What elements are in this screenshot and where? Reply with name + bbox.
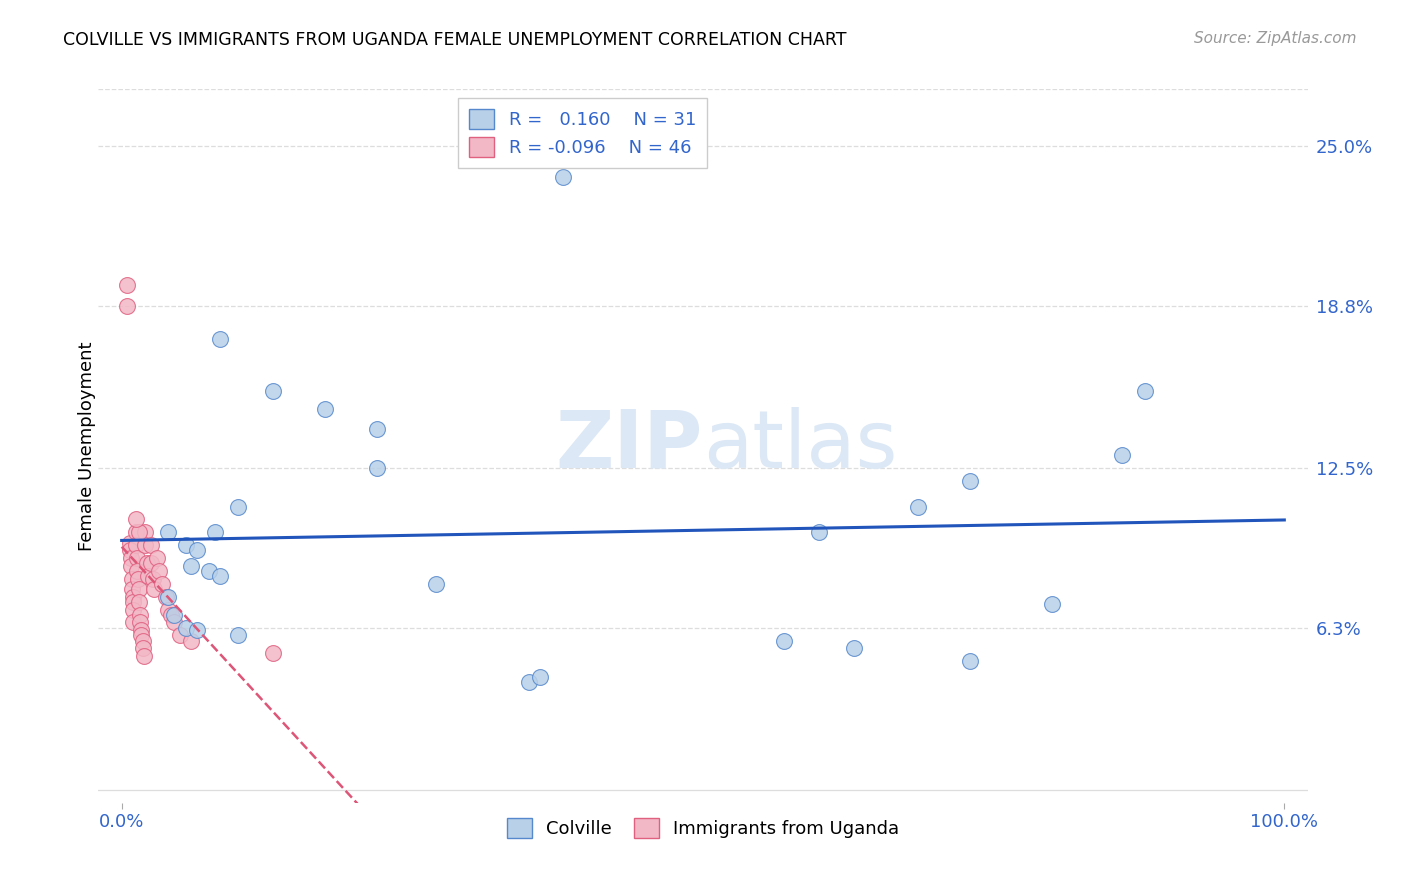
Point	[128, 582, 150, 596]
Point	[157, 525, 180, 540]
Point	[155, 590, 177, 604]
Point	[131, 633, 153, 648]
Point	[1040, 598, 1063, 612]
Point	[1133, 384, 1156, 398]
Point	[180, 633, 202, 648]
Point	[131, 628, 153, 642]
Point	[125, 551, 148, 566]
Point	[136, 556, 159, 570]
Point	[132, 648, 155, 663]
Point	[148, 564, 170, 578]
Point	[808, 525, 831, 540]
Point	[169, 628, 191, 642]
Point	[1111, 448, 1133, 462]
Text: COLVILLE VS IMMIGRANTS FROM UGANDA FEMALE UNEMPLOYMENT CORRELATION CHART: COLVILLE VS IMMIGRANTS FROM UGANDA FEMAL…	[63, 31, 846, 49]
Point	[209, 332, 232, 346]
Point	[138, 569, 160, 583]
Point	[959, 654, 981, 668]
Point	[117, 299, 139, 313]
Point	[163, 615, 186, 630]
Point	[124, 538, 146, 552]
Point	[529, 669, 551, 683]
Point	[150, 577, 173, 591]
Point	[186, 623, 208, 637]
Point	[117, 277, 139, 292]
Point	[145, 551, 167, 566]
Point	[262, 384, 284, 398]
Point	[186, 543, 208, 558]
Point	[118, 543, 141, 558]
Point	[157, 602, 180, 616]
Point	[139, 538, 162, 552]
Point	[139, 556, 162, 570]
Point	[553, 169, 575, 184]
Point	[122, 615, 145, 630]
Point	[131, 623, 153, 637]
Point	[124, 512, 146, 526]
Point	[129, 607, 152, 622]
Point	[125, 564, 148, 578]
Point	[157, 590, 180, 604]
Point	[163, 607, 186, 622]
Point	[134, 525, 156, 540]
Point	[517, 674, 540, 689]
Point	[118, 535, 141, 549]
Point	[226, 500, 249, 514]
Point	[209, 569, 232, 583]
Point	[128, 525, 150, 540]
Point	[844, 641, 866, 656]
Point	[142, 572, 165, 586]
Y-axis label: Female Unemployment: Female Unemployment	[79, 342, 96, 550]
Text: ZIP: ZIP	[555, 407, 703, 485]
Point	[314, 401, 336, 416]
Point	[907, 500, 929, 514]
Point	[128, 595, 150, 609]
Point	[226, 628, 249, 642]
Point	[122, 595, 145, 609]
Point	[262, 646, 284, 660]
Text: Source: ZipAtlas.com: Source: ZipAtlas.com	[1194, 31, 1357, 46]
Point	[131, 641, 153, 656]
Point	[425, 577, 447, 591]
Text: atlas: atlas	[703, 407, 897, 485]
Point	[180, 558, 202, 573]
Point	[143, 582, 166, 596]
Point	[122, 602, 145, 616]
Point	[174, 538, 197, 552]
Point	[366, 461, 388, 475]
Point	[204, 525, 226, 540]
Point	[198, 564, 221, 578]
Point	[127, 572, 149, 586]
Point	[773, 633, 796, 648]
Point	[134, 538, 156, 552]
Point	[121, 572, 143, 586]
Point	[121, 582, 143, 596]
Point	[366, 422, 388, 436]
Point	[120, 558, 142, 573]
Point	[129, 615, 152, 630]
Point	[159, 607, 181, 622]
Point	[174, 621, 197, 635]
Legend: Colville, Immigrants from Uganda: Colville, Immigrants from Uganda	[498, 809, 908, 847]
Point	[122, 590, 145, 604]
Point	[124, 525, 146, 540]
Point	[120, 551, 142, 566]
Point	[959, 474, 981, 488]
